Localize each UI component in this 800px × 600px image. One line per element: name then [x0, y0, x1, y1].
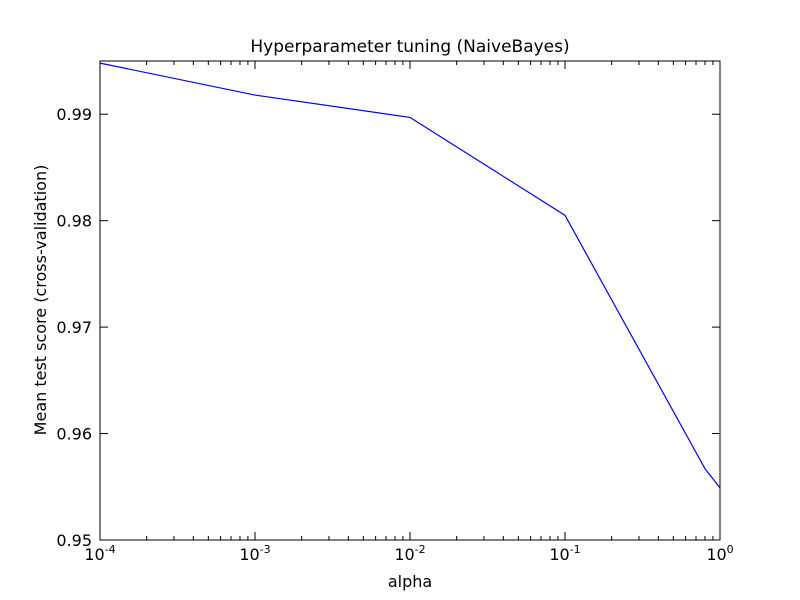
x-tick-label: 10-1 [549, 543, 580, 564]
chart-title: Hyperparameter tuning (NaiveBayes) [250, 37, 569, 57]
x-tick-label: 10-2 [394, 543, 425, 564]
x-tick-label: 100 [706, 543, 733, 564]
plot-frame [99, 60, 721, 541]
series-line [99, 62, 721, 489]
y-axis-label: Mean test score (cross-validation) [31, 165, 50, 436]
y-tick-label: 0.95 [56, 531, 92, 550]
y-tick-label: 0.96 [56, 425, 92, 444]
y-tick-label: 0.97 [56, 318, 92, 337]
y-tick-label: 0.98 [56, 212, 92, 231]
x-tick-label: 10-3 [239, 543, 270, 564]
x-axis-label: alpha [388, 572, 432, 591]
plot-area: 10-4 10-3 10-2 10-1 100 0.95 0.96 0.97 0.98 0.99 [56, 60, 734, 564]
x-tick-label: 10-4 [84, 543, 115, 564]
y-tick-label: 0.99 [56, 105, 92, 124]
